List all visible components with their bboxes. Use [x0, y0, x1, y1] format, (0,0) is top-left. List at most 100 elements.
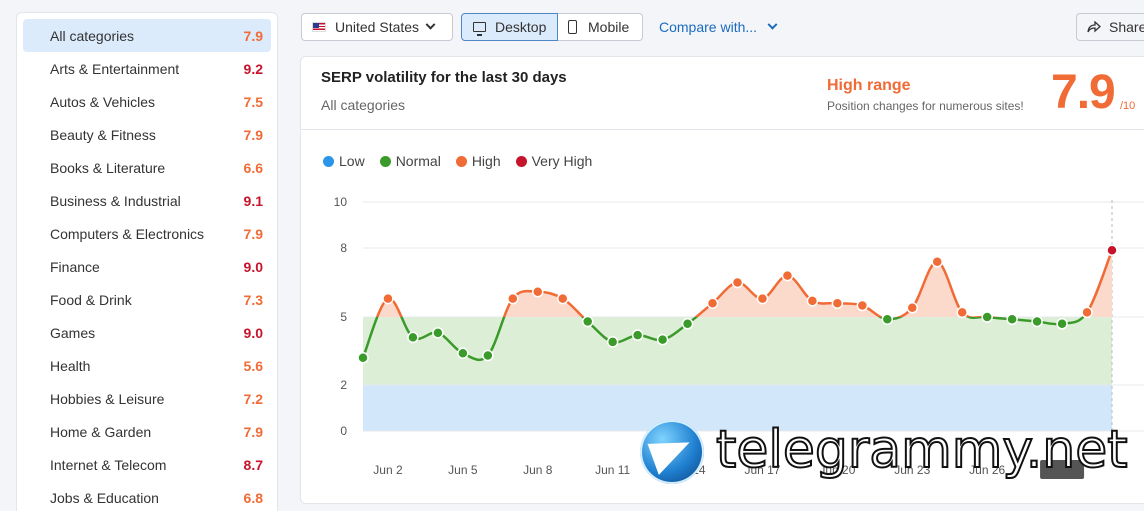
data-point — [507, 292, 519, 305]
category-label: Jobs & Education — [50, 489, 159, 506]
x-tick-label: Jun 11 — [595, 463, 630, 477]
data-point — [457, 347, 469, 360]
y-tick-label: 8 — [340, 241, 347, 255]
desktop-button[interactable]: Desktop — [461, 13, 558, 41]
range-band — [363, 385, 1112, 431]
category-score: 7.3 — [243, 291, 263, 308]
data-point — [532, 285, 544, 298]
x-tick-label: Jun 2 — [373, 463, 403, 477]
data-point — [906, 302, 919, 314]
data-point — [1031, 315, 1043, 328]
category-label: Computers & Electronics — [50, 225, 205, 242]
category-score: 7.9 — [243, 225, 263, 242]
volatility-card: SERP volatility for the last 30 days All… — [300, 56, 1144, 504]
score-scale: /10 — [1120, 100, 1136, 112]
category-score: 9.1 — [243, 192, 263, 209]
data-point — [357, 352, 369, 364]
legend-dot — [515, 155, 527, 167]
category-label: Internet & Telecom — [50, 456, 167, 473]
share-button[interactable]: Share — [1076, 13, 1144, 41]
category-item[interactable]: Autos & Vehicles 7.5 — [23, 85, 271, 118]
data-point — [1106, 244, 1118, 257]
category-score: 7.9 — [243, 423, 263, 440]
data-point — [1006, 313, 1018, 326]
share-label: Share — [1109, 19, 1144, 35]
category-item[interactable]: Health 5.6 — [23, 349, 271, 382]
data-point — [432, 327, 444, 339]
category-item[interactable]: Arts & Entertainment 9.2 — [23, 52, 271, 85]
data-point — [881, 313, 894, 326]
compare-dropdown[interactable]: Compare with... — [659, 13, 778, 41]
category-item[interactable]: Jobs & Education 6.8 — [23, 481, 271, 511]
data-point — [931, 256, 943, 268]
desktop-label: Desktop — [495, 19, 547, 35]
mobile-button[interactable]: Mobile — [558, 13, 643, 41]
category-score: 7.9 — [243, 27, 263, 44]
range-description: Position changes for numerous sites! — [827, 99, 1024, 113]
category-item[interactable]: All categories 7.9 — [23, 19, 271, 52]
category-item[interactable]: Business & Industrial 9.1 — [23, 184, 271, 217]
us-flag-icon — [312, 22, 326, 32]
category-item[interactable]: Home & Garden 7.9 — [23, 415, 271, 448]
category-label: Beauty & Fitness — [50, 126, 156, 143]
category-item[interactable]: Internet & Telecom 8.7 — [23, 448, 271, 481]
device-toggle: Desktop Mobile — [461, 13, 643, 41]
legend-item[interactable]: Very High — [515, 153, 593, 169]
chart-legend: Low Normal High Very High — [323, 153, 607, 169]
data-point — [731, 276, 744, 289]
country-dropdown[interactable]: United States — [301, 13, 453, 41]
category-score: 5.6 — [243, 357, 263, 374]
legend-item[interactable]: High — [455, 153, 501, 169]
category-item[interactable]: Finance 9.0 — [23, 250, 271, 283]
category-label: Books & Literature — [50, 159, 166, 176]
data-point — [856, 299, 869, 312]
x-tick-label: Jun 29 — [1044, 463, 1080, 477]
range-band — [363, 317, 1112, 385]
data-point — [581, 315, 594, 328]
legend-label: Very High — [531, 153, 593, 169]
category-label: Finance — [50, 258, 100, 275]
data-point — [706, 297, 719, 309]
country-label: United States — [335, 19, 420, 35]
category-label: Hobbies & Leisure — [50, 390, 165, 407]
category-item[interactable]: Food & Drink 7.3 — [23, 283, 271, 316]
data-point — [482, 349, 494, 362]
range-title: High range — [827, 77, 911, 94]
category-score: 8.7 — [243, 456, 263, 473]
category-score: 7.5 — [243, 93, 263, 110]
phone-icon — [568, 20, 577, 34]
category-item[interactable]: Books & Literature 6.6 — [23, 151, 271, 184]
legend-label: Low — [339, 153, 365, 169]
legend-item[interactable]: Low — [323, 153, 365, 169]
category-score: 9.2 — [243, 60, 263, 77]
x-tick-label: Jun 20 — [819, 463, 855, 477]
category-score: 6.6 — [243, 159, 263, 176]
data-point — [681, 318, 694, 330]
data-point — [806, 295, 819, 307]
data-point — [1081, 306, 1093, 319]
legend-item[interactable]: Normal — [379, 153, 441, 169]
data-point — [781, 269, 794, 282]
data-point — [756, 292, 769, 305]
category-label: Home & Garden — [50, 423, 152, 440]
legend-label: Normal — [395, 153, 441, 169]
monitor-icon — [473, 22, 486, 36]
volatility-score: 7.9 — [1051, 66, 1116, 119]
card-title: SERP volatility for the last 30 days — [321, 69, 567, 86]
category-sidebar: All categories 7.9 Arts & Entertainment 9.2… — [16, 12, 278, 511]
x-tick-highlight — [1040, 460, 1085, 479]
category-item[interactable]: Hobbies & Leisure 7.2 — [23, 382, 271, 415]
data-point — [956, 306, 968, 319]
category-label: All categories — [50, 27, 135, 44]
telegram-globe-icon — [640, 420, 704, 484]
category-item[interactable]: Beauty & Fitness 7.9 — [23, 118, 271, 151]
legend-dot — [379, 155, 391, 167]
category-item[interactable]: Games 9.0 — [23, 316, 271, 349]
mobile-label: Mobile — [588, 19, 630, 35]
category-score: 9.0 — [243, 258, 263, 275]
category-item[interactable]: Computers & Electronics 7.9 — [23, 217, 271, 250]
data-point — [1056, 318, 1068, 330]
category-score: 9.0 — [243, 324, 263, 341]
card-subtitle: All categories — [321, 97, 406, 113]
